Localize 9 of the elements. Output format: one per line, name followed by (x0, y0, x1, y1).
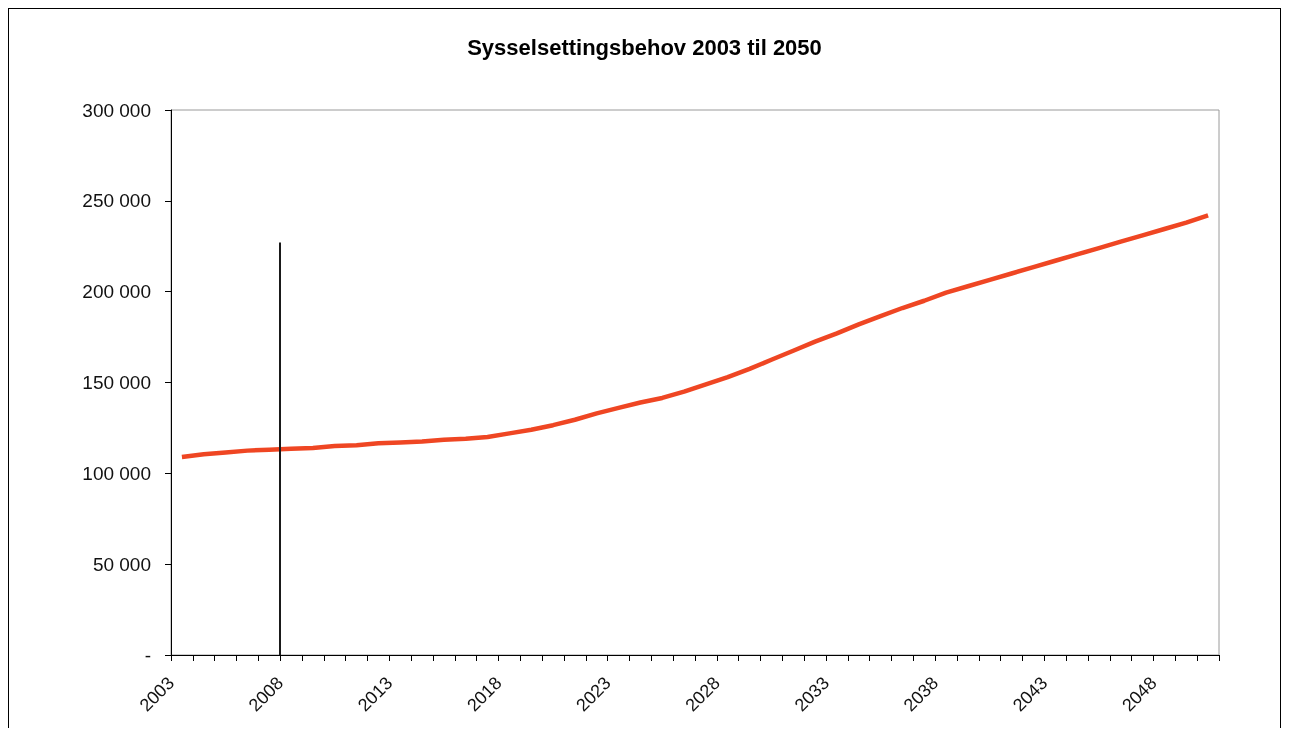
y-tick-label: 100 000 (82, 462, 151, 484)
y-tick-label: - (144, 644, 151, 666)
y-tick-label: 200 000 (82, 281, 151, 303)
y-tick-label: 300 000 (82, 99, 151, 121)
chart-title: Sysselsettingsbehov 2003 til 2050 (467, 34, 822, 60)
y-tick-label: 250 000 (82, 190, 151, 212)
y-tick-label: 150 000 (82, 372, 151, 393)
line-series (179, 213, 1211, 460)
y-tick-label: 50 000 (92, 553, 151, 575)
